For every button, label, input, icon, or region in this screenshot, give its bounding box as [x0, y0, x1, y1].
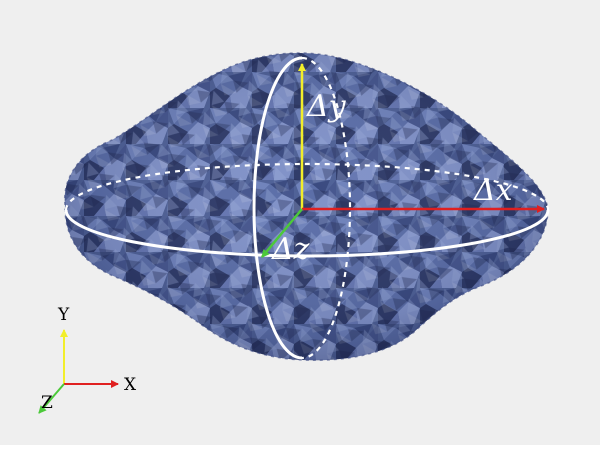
- delta-x-label: Δx: [473, 173, 513, 208]
- delta-y-label: Δy: [306, 89, 347, 124]
- delta-z-label: Δz: [271, 232, 310, 267]
- triad-x-label: X: [124, 375, 137, 395]
- triad-z-label: Z: [41, 393, 53, 413]
- triad-y-label: Y: [57, 305, 70, 325]
